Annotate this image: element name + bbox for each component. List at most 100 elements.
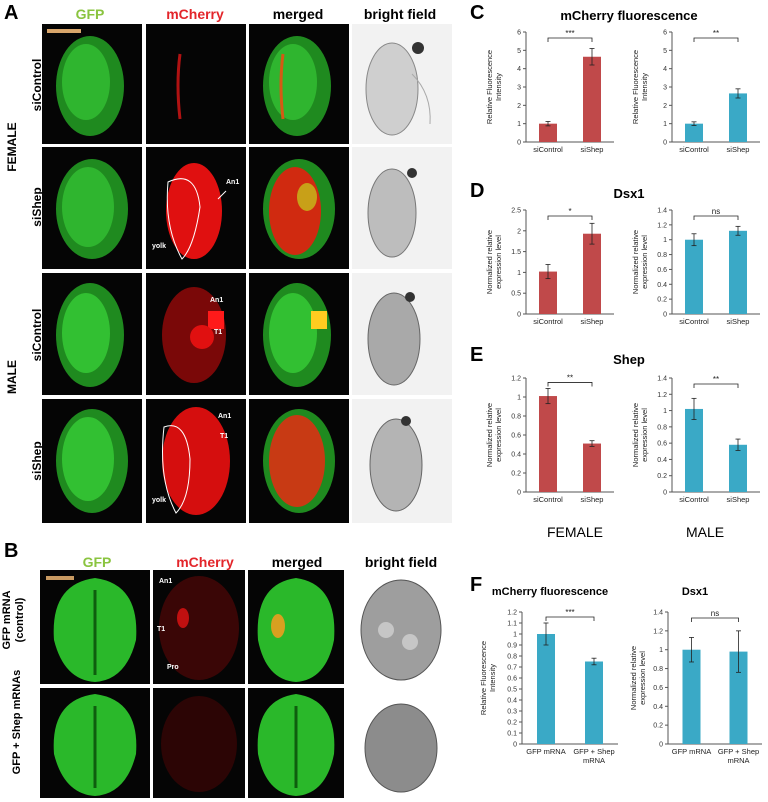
- group-label-female: FEMALE: [5, 122, 19, 172]
- y-tick-label: 0.4: [511, 452, 521, 459]
- y-tick-label: 1: [663, 237, 667, 244]
- significance-label: ***: [565, 608, 574, 617]
- significance-label: ***: [565, 29, 574, 38]
- y-tick-label: 0.5: [507, 687, 517, 694]
- y-tick-label: 0.6: [657, 441, 667, 448]
- col-head-b-mcherry: mCherry: [176, 554, 234, 570]
- x-tick-label: mRNA: [727, 756, 749, 765]
- significance-bracket: [547, 382, 593, 387]
- chart-f-dsx1: 0 0.2 0.4 0.6 0.8 1 1.2 1.4 Normalized relative e…: [629, 609, 762, 765]
- y-tick-label: 0.2: [657, 297, 667, 304]
- annotation-an1-a4: An1: [218, 413, 232, 420]
- y-axis-label: Relative Fluorescence: [479, 641, 488, 715]
- y-tick-label: 1.2: [653, 628, 663, 635]
- y-tick-label: 1: [659, 647, 663, 654]
- y-tick-label: 1: [663, 121, 667, 128]
- group-label-male: MALE: [5, 360, 19, 394]
- x-tick-label: mRNA: [583, 756, 605, 765]
- bar-0: [685, 123, 703, 142]
- annotation-yolk-a2: yolk: [152, 243, 167, 250]
- y-axis-label: expression level: [638, 651, 647, 705]
- image-a4-bright-field: [352, 399, 452, 523]
- y-tick-label: 0.4: [657, 282, 667, 289]
- image-a3-mcherry: An1 T1: [146, 273, 246, 395]
- bar-1: [729, 651, 748, 744]
- significance-label: ns: [711, 609, 719, 618]
- panel-letter-e: E: [470, 344, 484, 366]
- bar-0: [685, 239, 703, 314]
- y-tick-label: 0: [513, 742, 517, 749]
- chart-f-mcherry: 0 0.1 0.2 0.3 0.4 0.5 0.6 0.7 0.8 0.9 1 1.1 1.2 Relat…: [479, 608, 618, 765]
- x-tick-label: GFP mRNA: [672, 747, 711, 756]
- chart-c-male: 0 1 2 3 4 5 6 Relative Fluorescence Intensity siC…: [631, 29, 760, 154]
- y-tick-label: 2: [517, 103, 521, 110]
- chart-title-f-left: mCherry fluorescence: [491, 586, 609, 598]
- y-axis-label: expression level: [640, 408, 649, 462]
- y-tick-label: 1: [513, 632, 517, 639]
- image-b1-merged: [248, 570, 344, 684]
- y-tick-label: 0: [659, 742, 663, 749]
- bar-0: [539, 396, 557, 492]
- y-tick-label: 0.4: [653, 704, 663, 711]
- y-tick-label: 1.2: [511, 376, 521, 383]
- image-a3-bright-field: [352, 273, 452, 395]
- bar-0: [682, 649, 701, 744]
- y-tick-label: 0.2: [657, 473, 667, 480]
- y-tick-label: 0.6: [657, 267, 667, 274]
- image-b2-mcherry: [153, 688, 245, 798]
- col-head-bright-field: bright field: [363, 6, 437, 22]
- y-tick-label: 0.1: [507, 731, 517, 738]
- y-tick-label: 4: [663, 66, 667, 73]
- col-head-gfp: GFP: [75, 6, 105, 22]
- annotation-pro-b1: Pro: [167, 664, 179, 671]
- col-head-b-merged: merged: [271, 554, 323, 570]
- annotation-yolk-a4: yolk: [152, 497, 167, 504]
- y-tick-label: 5: [663, 48, 667, 55]
- y-tick-label: 1: [517, 121, 521, 128]
- label-male: MALE: [685, 524, 725, 540]
- image-a2-mcherry: An1 yolk: [146, 147, 246, 269]
- x-tick-label: siControl: [533, 495, 563, 504]
- image-a3-gfp: [42, 273, 142, 395]
- x-tick-label: siControl: [679, 495, 709, 504]
- chart-e-female: 0 0.2 0.4 0.6 0.8 1 1.2 Normalized relative expr…: [485, 373, 614, 504]
- y-axis-label: expression level: [640, 235, 649, 289]
- y-tick-label: 0.8: [657, 424, 667, 431]
- significance-label: ns: [712, 207, 720, 216]
- chart-e-male: 0 0.2 0.4 0.6 0.8 1 1.2 1.4 Normalized relative e…: [631, 375, 760, 504]
- chart-c-female: 0 1 2 3 4 5 6 Relative Fluorescence Intensity siC…: [485, 29, 614, 154]
- y-tick-label: 0.8: [653, 666, 663, 673]
- x-tick-label: siShep: [581, 145, 604, 154]
- image-b2-bright-field: [346, 688, 456, 798]
- y-tick-label: 0.6: [653, 685, 663, 692]
- chart-title-e: Shep: [613, 352, 645, 367]
- y-tick-label: 0.4: [657, 457, 667, 464]
- x-tick-label: GFP mRNA: [526, 747, 565, 756]
- y-tick-label: 0: [663, 140, 667, 147]
- y-tick-label: 0.8: [511, 414, 521, 421]
- image-a2-gfp: [42, 147, 142, 269]
- chart-title-f-right: Dsx1: [681, 586, 709, 598]
- y-axis-label: Normalized relative: [631, 403, 640, 467]
- y-tick-label: 1: [517, 395, 521, 402]
- y-tick-label: 1.2: [657, 222, 667, 229]
- col-head-mcherry: mCherry: [166, 6, 224, 22]
- y-tick-label: 2: [517, 228, 521, 235]
- x-tick-label: siShep: [727, 495, 750, 504]
- bar-1: [729, 93, 747, 142]
- significance-label: **: [713, 29, 719, 38]
- y-tick-label: 2.5: [511, 208, 521, 215]
- y-tick-label: 2: [663, 103, 667, 110]
- x-tick-label: siControl: [533, 317, 563, 326]
- image-a4-merged: [249, 399, 349, 523]
- y-axis-label: Intensity: [488, 664, 497, 692]
- y-axis-label: Relative Fluorescence: [631, 50, 640, 124]
- annotation-t1-b1: T1: [157, 626, 166, 633]
- chart-d-male: 0 0.2 0.4 0.6 0.8 1 1.2 1.4 Normalized relative e…: [631, 207, 760, 326]
- significance-bracket: [547, 215, 593, 220]
- annotation-an1-b1: An1: [159, 578, 173, 585]
- panel-letter-a: A: [4, 2, 19, 24]
- bar-1: [729, 230, 747, 314]
- significance-label: *: [568, 207, 571, 216]
- image-b1-bright-field: [346, 570, 456, 684]
